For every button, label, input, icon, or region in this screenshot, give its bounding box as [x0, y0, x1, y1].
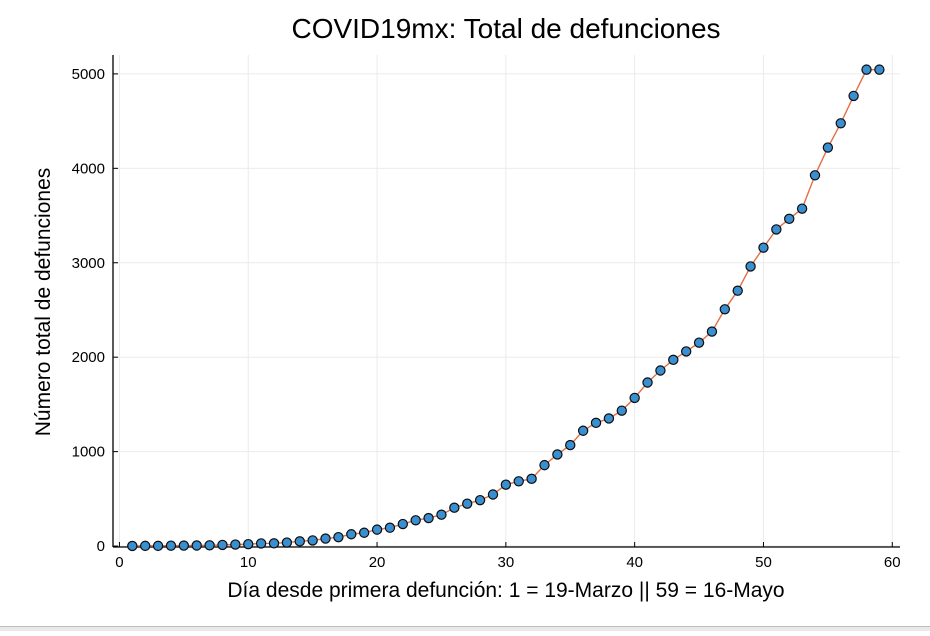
y-tick-label: 2000 [72, 349, 105, 366]
data-point [861, 64, 872, 75]
grid [113, 55, 900, 547]
data-point [436, 509, 447, 520]
data-point [410, 515, 421, 526]
data-point [539, 459, 550, 471]
data-point [848, 90, 859, 102]
data-point [487, 489, 499, 500]
data-point [384, 522, 396, 533]
x-tick-label: 30 [498, 554, 515, 571]
data-point [294, 536, 305, 547]
x-axis-label: Día desde primera defunción: 1 = 19-Marz… [227, 579, 784, 602]
data-point [796, 203, 808, 214]
data-point [616, 405, 627, 416]
data-point [346, 529, 357, 540]
data-point [874, 64, 885, 75]
data-point [191, 540, 202, 551]
data-point [629, 392, 640, 404]
data-point [268, 538, 280, 549]
y-tick-label: 3000 [72, 255, 105, 272]
y-tick-label: 0 [97, 538, 105, 555]
x-tick-label: 50 [755, 554, 772, 571]
x-tick-label: 60 [884, 554, 901, 571]
data-point [706, 326, 718, 337]
data-point [320, 533, 331, 544]
data-point [784, 213, 795, 225]
data-point [333, 531, 344, 543]
x-tick-label: 0 [115, 554, 123, 571]
data-point [565, 439, 576, 451]
y-tick-label: 5000 [72, 66, 105, 83]
axes [112, 55, 900, 548]
data-point [642, 377, 653, 388]
data-point [668, 354, 679, 366]
data-point [217, 539, 228, 551]
data-point [397, 518, 409, 530]
x-tick-label: 10 [240, 554, 257, 571]
data-point [140, 540, 151, 552]
chart-title: COVID19mx: Total de defunciones [291, 13, 720, 44]
data-point [655, 365, 666, 376]
y-tick-label: 1000 [72, 444, 105, 461]
data-point [758, 242, 769, 253]
data-point [281, 537, 293, 548]
data-point [732, 285, 743, 296]
data-point [771, 224, 782, 235]
data-point [552, 449, 563, 460]
data-point [423, 512, 434, 524]
data-point [152, 540, 164, 552]
data-point [230, 539, 241, 550]
data-point [822, 142, 834, 153]
ticks: 0 10 20 30 40 50 60 0 1000 2000 3000 4000 5000 [72, 66, 901, 571]
data-point [577, 425, 589, 436]
data-point [526, 473, 537, 485]
data-point [358, 527, 370, 538]
x-tick-label: 40 [626, 554, 643, 571]
y-axis-label: Número total de defunciones [32, 168, 55, 437]
window-bottom-edge [0, 626, 930, 631]
data-point [127, 540, 138, 552]
data-point [255, 538, 267, 549]
data-point [307, 535, 318, 546]
data-point [513, 476, 524, 487]
data-point [809, 170, 821, 181]
data-point [835, 118, 846, 129]
data-point [165, 540, 177, 551]
data-point [449, 502, 460, 513]
data-point [474, 494, 486, 506]
data-point [693, 337, 705, 348]
data-point [462, 498, 473, 509]
data-point [500, 479, 512, 490]
data-point [371, 524, 383, 535]
x-tick-label: 20 [369, 554, 386, 571]
data-point [204, 540, 215, 551]
series [127, 64, 885, 552]
y-tick-label: 4000 [72, 160, 105, 177]
data-point [680, 346, 692, 357]
data-point [243, 538, 254, 550]
data-point [590, 417, 602, 429]
data-point [719, 304, 731, 315]
data-point [603, 413, 615, 424]
data-point [178, 540, 190, 551]
data-point [745, 261, 756, 272]
